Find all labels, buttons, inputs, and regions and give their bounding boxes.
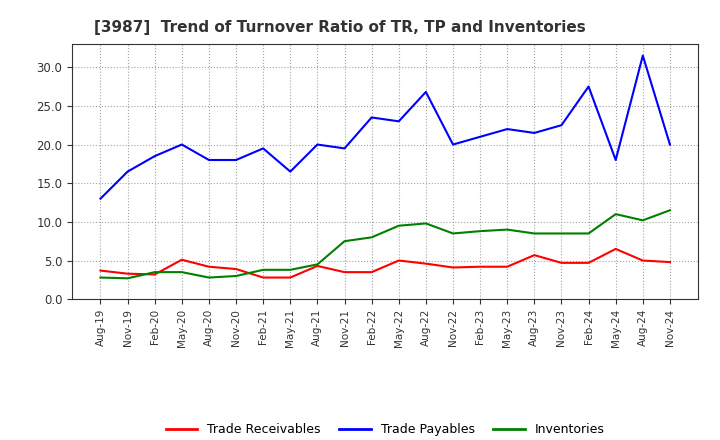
Trade Payables xyxy=(665,142,674,147)
Inventories xyxy=(665,208,674,213)
Trade Payables xyxy=(530,130,539,136)
Trade Payables xyxy=(123,169,132,174)
Inventories xyxy=(178,269,186,275)
Inventories xyxy=(557,231,566,236)
Trade Receivables xyxy=(421,261,430,266)
Trade Payables xyxy=(259,146,268,151)
Inventories xyxy=(232,273,240,279)
Inventories xyxy=(449,231,457,236)
Inventories xyxy=(123,276,132,281)
Trade Payables xyxy=(611,158,620,163)
Inventories xyxy=(611,212,620,217)
Trade Receivables xyxy=(313,263,322,268)
Inventories xyxy=(530,231,539,236)
Trade Receivables xyxy=(367,269,376,275)
Trade Payables xyxy=(639,53,647,58)
Trade Payables xyxy=(367,115,376,120)
Line: Trade Receivables: Trade Receivables xyxy=(101,249,670,278)
Inventories xyxy=(150,269,159,275)
Trade Payables xyxy=(313,142,322,147)
Trade Payables xyxy=(150,154,159,159)
Inventories xyxy=(259,267,268,272)
Inventories xyxy=(639,218,647,223)
Trade Receivables xyxy=(611,246,620,252)
Trade Payables xyxy=(204,158,213,163)
Trade Payables xyxy=(286,169,294,174)
Trade Receivables xyxy=(503,264,511,269)
Trade Receivables xyxy=(341,269,349,275)
Trade Payables xyxy=(421,89,430,95)
Inventories xyxy=(96,275,105,280)
Trade Receivables xyxy=(204,264,213,269)
Inventories xyxy=(204,275,213,280)
Trade Receivables xyxy=(150,272,159,277)
Trade Receivables xyxy=(476,264,485,269)
Inventories xyxy=(367,235,376,240)
Trade Payables xyxy=(178,142,186,147)
Inventories xyxy=(313,262,322,267)
Text: [3987]  Trend of Turnover Ratio of TR, TP and Inventories: [3987] Trend of Turnover Ratio of TR, TP… xyxy=(94,20,585,35)
Trade Payables xyxy=(503,126,511,132)
Trade Receivables xyxy=(96,268,105,273)
Trade Payables xyxy=(557,123,566,128)
Inventories xyxy=(341,238,349,244)
Trade Payables xyxy=(96,196,105,202)
Trade Receivables xyxy=(232,266,240,271)
Inventories xyxy=(503,227,511,232)
Inventories xyxy=(476,228,485,234)
Inventories xyxy=(286,267,294,272)
Trade Receivables xyxy=(178,257,186,262)
Trade Receivables xyxy=(665,260,674,265)
Line: Trade Payables: Trade Payables xyxy=(101,55,670,199)
Trade Payables xyxy=(584,84,593,89)
Trade Payables xyxy=(232,158,240,163)
Trade Receivables xyxy=(259,275,268,280)
Trade Receivables xyxy=(395,258,403,263)
Trade Receivables xyxy=(449,265,457,270)
Trade Payables xyxy=(476,134,485,139)
Line: Inventories: Inventories xyxy=(101,210,670,279)
Trade Receivables xyxy=(123,271,132,276)
Trade Payables xyxy=(395,119,403,124)
Inventories xyxy=(421,221,430,226)
Trade Receivables xyxy=(639,258,647,263)
Inventories xyxy=(584,231,593,236)
Trade Receivables xyxy=(557,260,566,265)
Inventories xyxy=(395,223,403,228)
Trade Payables xyxy=(449,142,457,147)
Trade Receivables xyxy=(530,253,539,258)
Legend: Trade Receivables, Trade Payables, Inventories: Trade Receivables, Trade Payables, Inven… xyxy=(161,418,610,440)
Trade Payables xyxy=(341,146,349,151)
Trade Receivables xyxy=(584,260,593,265)
Trade Receivables xyxy=(286,275,294,280)
